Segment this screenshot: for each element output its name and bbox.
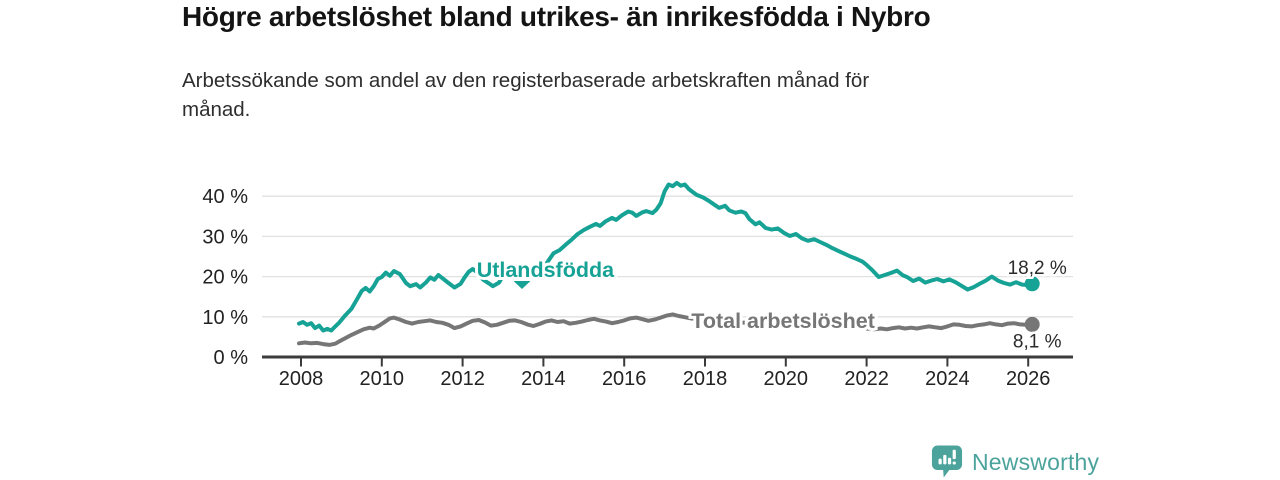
x-axis-tick-label: 2024 <box>925 368 970 390</box>
y-axis-tick-label: 10 % <box>202 307 248 329</box>
y-axis-tick-label: 20 % <box>202 267 248 289</box>
bar-chart-glyph <box>938 449 956 465</box>
series-endpoint-dot-total <box>1024 316 1040 332</box>
x-axis-tick-label: 2008 <box>279 368 324 390</box>
series-endpoint-dot-utlandsfodda <box>1024 276 1040 292</box>
end-value-label-utlandsfodda: 18,2 % <box>1008 258 1067 279</box>
chart-subtitle: Arbetssökande som andel av den registerb… <box>182 69 870 121</box>
end-value-label-total: 8,1 % <box>1013 331 1062 352</box>
newsworthy-logo-text: Newsworthy <box>972 448 1100 475</box>
x-axis-tick-label: 2012 <box>440 368 485 390</box>
x-axis-tick-label: 2026 <box>1006 368 1051 390</box>
y-axis-tick-label: 0 % <box>214 347 249 369</box>
x-axis-tick-label: 2018 <box>683 368 728 390</box>
newsworthy-logo[interactable]: Newsworthy <box>931 444 1099 479</box>
y-axis-tick-label: 30 % <box>202 226 248 248</box>
y-axis-tick-label: 40 % <box>202 186 248 208</box>
series-label-utlandsfodda: Utlandsfödda <box>477 258 615 282</box>
x-axis-tick-label: 2010 <box>360 368 405 390</box>
series-label-total: Total arbetslöshet <box>691 309 875 333</box>
series-label-caret-icon <box>509 279 535 292</box>
x-axis-tick-label: 2014 <box>521 368 566 390</box>
chart-title: Högre arbetslöshet bland utrikes- än inr… <box>182 1 931 32</box>
line-chart: 0 % 10 % 20 % 30 % 40 % 2008 2010 2012 2014 2016 2… <box>202 180 1073 390</box>
x-axis-tick-label: 2022 <box>844 368 889 390</box>
x-axis-tick-label: 2016 <box>602 368 647 390</box>
x-axis-tick-label: 2020 <box>764 368 809 390</box>
series-line-total <box>297 312 1035 347</box>
newsworthy-logo-icon <box>931 445 963 478</box>
series-line-utlandsfodda <box>297 180 1035 333</box>
